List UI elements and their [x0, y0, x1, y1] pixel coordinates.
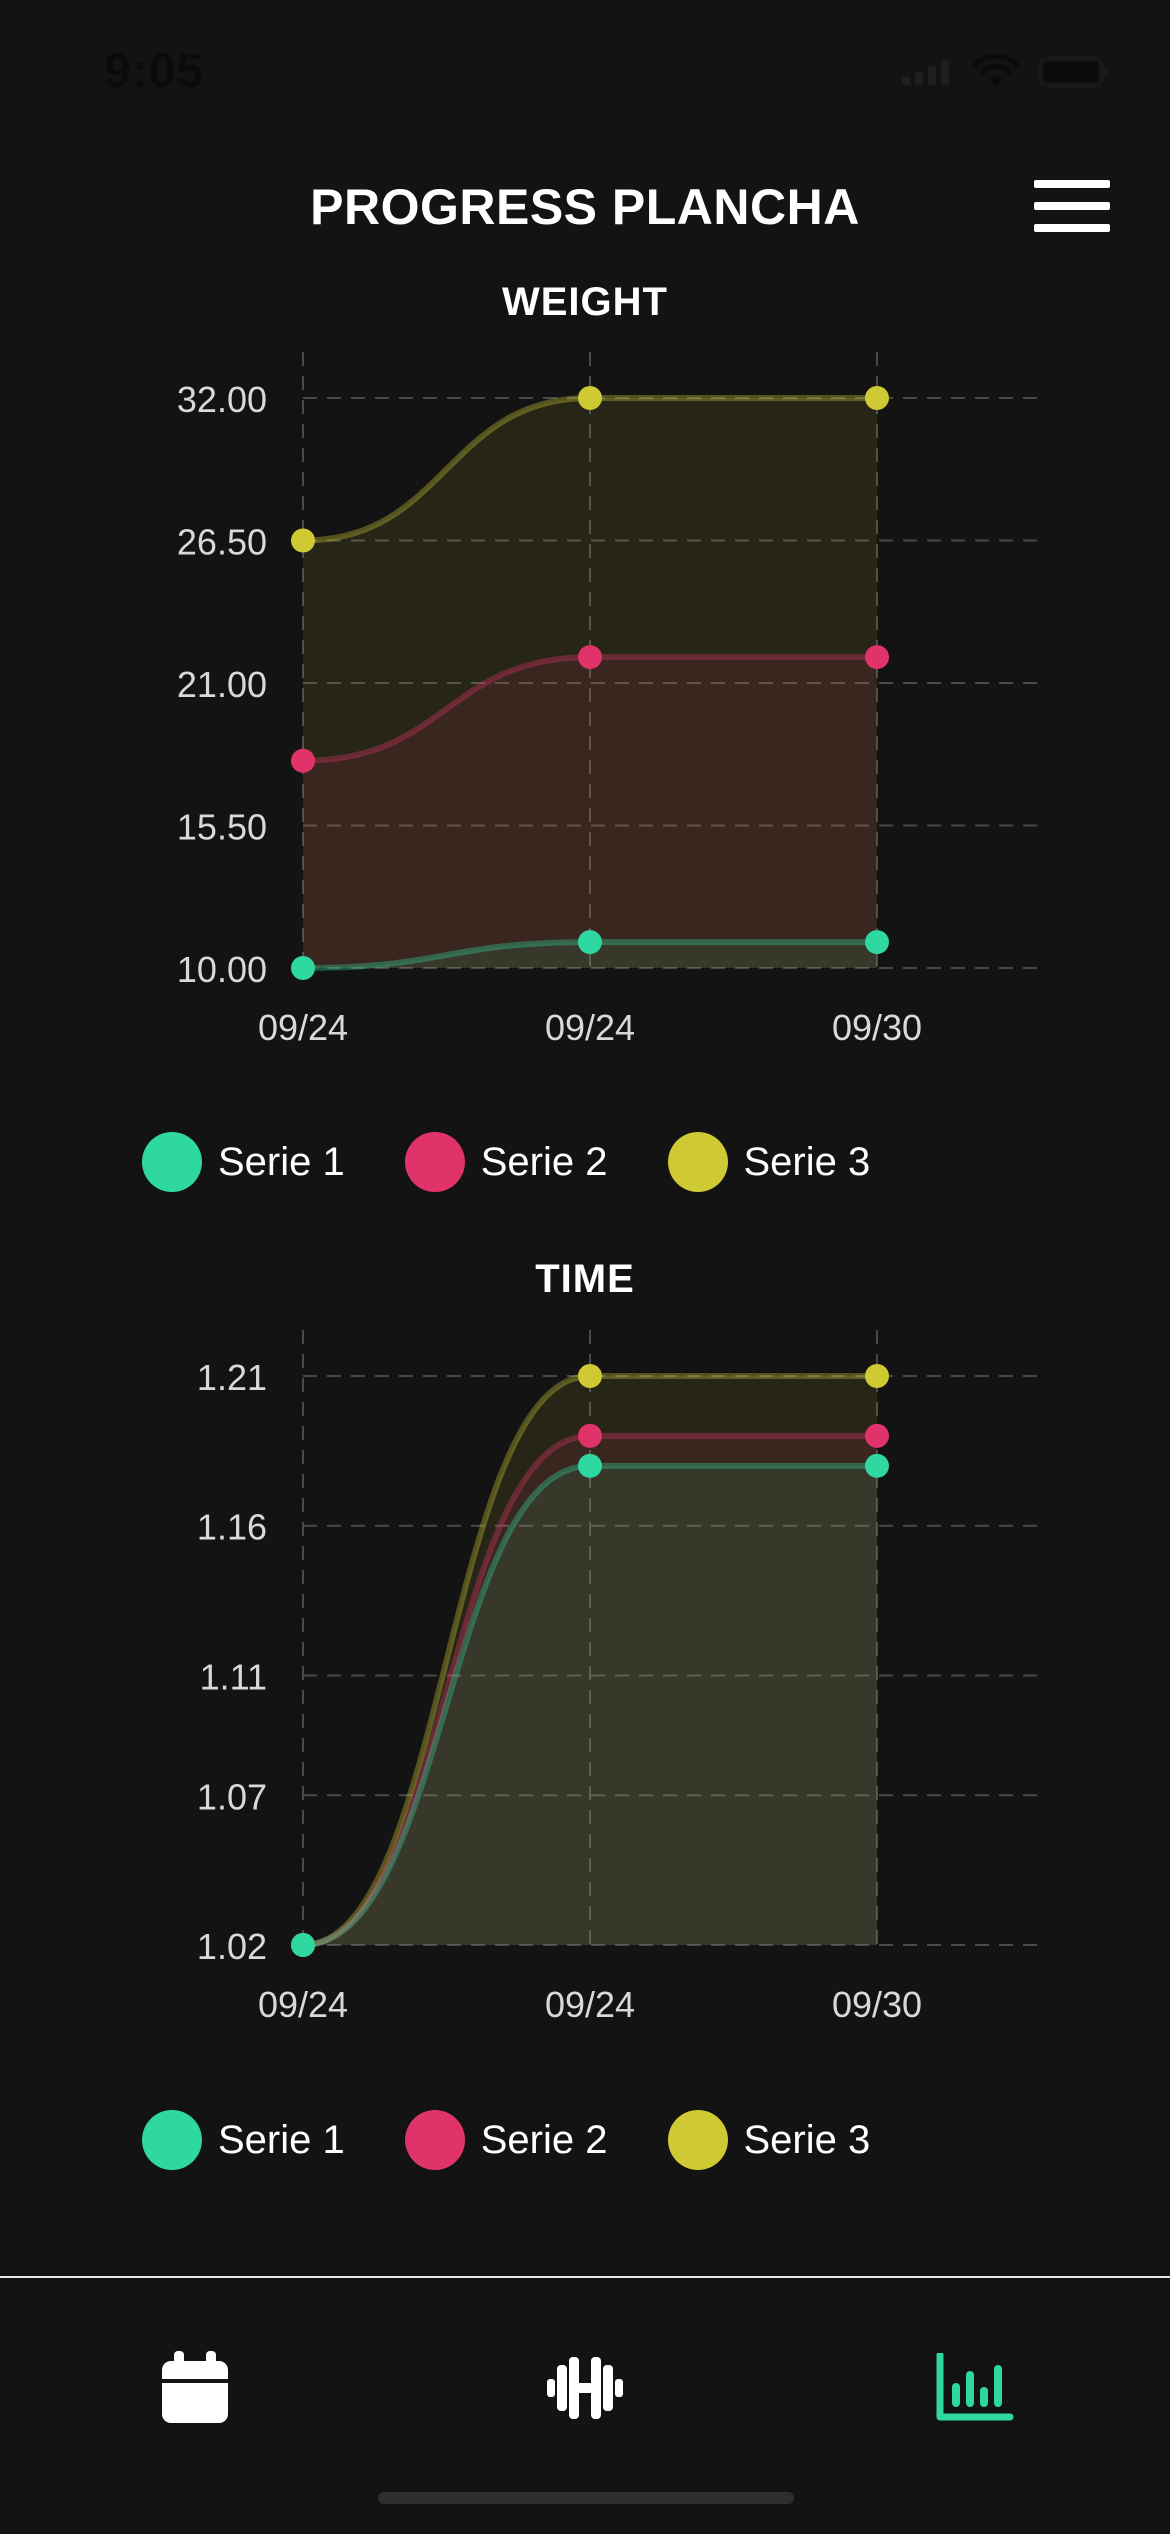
data-point-serie-3: [578, 1364, 602, 1388]
data-point-serie-2: [865, 645, 889, 670]
data-point-serie-2: [578, 645, 602, 670]
data-point-serie-3: [865, 1364, 889, 1388]
x-tick-label: 09/24: [258, 1984, 348, 2025]
y-tick-label: 1.07: [197, 1776, 267, 1817]
dumbbell-icon: [547, 2357, 623, 2419]
legend-item-serie-1[interactable]: Serie 1: [142, 1132, 345, 1192]
weight-chart-title: WEIGHT: [502, 280, 668, 324]
legend-item-serie-2[interactable]: Serie 2: [404, 1132, 608, 1192]
battery-icon: [1038, 56, 1108, 88]
y-tick-label: 26.50: [177, 522, 267, 563]
y-tick-label: 1.02: [197, 1926, 267, 1967]
tab-progress[interactable]: [925, 2338, 1025, 2438]
legend-item-serie-3[interactable]: Serie 3: [667, 1132, 871, 1192]
data-point-serie-3: [865, 386, 889, 410]
data-point-serie-3: [291, 528, 315, 553]
y-tick-label: 32.00: [177, 379, 267, 420]
time-chart: 1.02 1.07 1.11 1.16 1.21 09/24 09/24 09/30: [197, 1330, 1040, 2025]
data-point-serie-1: [865, 1453, 889, 1478]
bar-chart-icon: [936, 2353, 1014, 2421]
y-tick-label: 21.00: [177, 664, 267, 705]
weight-chart: 10.00 15.50 21.00 26.50 32.00 09/24 09/24 09/30: [177, 352, 1040, 1048]
y-tick-label: 15.50: [177, 807, 267, 848]
series-area-1: [303, 942, 877, 968]
tab-workouts[interactable]: [535, 2338, 635, 2438]
serie-1-dot-icon: [142, 2110, 202, 2170]
y-tick-label: 1.21: [197, 1357, 267, 1398]
x-tick-label: 09/24: [258, 1007, 348, 1048]
series-line-1: [302, 1462, 877, 1948]
data-point-serie-1: [291, 956, 315, 980]
series-line-2: [302, 1432, 877, 1948]
calendar-icon: [162, 2351, 228, 2423]
serie-3-dot-icon: [667, 2110, 728, 2170]
weight-chart-legend: Serie 1 Serie 2 Serie 3: [142, 1130, 930, 1194]
x-tick-label: 09/24: [545, 1007, 635, 1048]
legend-label: Serie 1: [218, 1139, 345, 1184]
series-area-1: [303, 1465, 877, 1945]
legend-label: Serie 1: [218, 2117, 345, 2162]
legend-label: Serie 2: [480, 2117, 608, 2162]
data-point-serie-1: [291, 1933, 315, 1957]
data-point-serie-3: [578, 386, 602, 410]
serie-2-dot-icon: [404, 1132, 465, 1192]
signal-icon: [902, 60, 949, 85]
status-time: 9:05: [104, 45, 205, 98]
legend-label: Serie 3: [743, 2117, 871, 2162]
serie-3-dot-icon: [667, 1132, 728, 1192]
series-area-3: [303, 398, 877, 968]
home-indicator: [378, 2492, 794, 2504]
serie-1-dot-icon: [142, 1132, 202, 1192]
data-point-serie-1: [865, 930, 889, 955]
serie-2-dot-icon: [404, 2110, 465, 2170]
legend-item-serie-3[interactable]: Serie 3: [667, 2110, 871, 2170]
y-tick-label: 10.00: [177, 949, 267, 990]
wifi-icon: [972, 54, 1020, 87]
legend-label: Serie 2: [480, 1139, 608, 1184]
tab-bar: [0, 2276, 1170, 2534]
menu-button[interactable]: [1034, 180, 1112, 236]
legend-item-serie-1[interactable]: Serie 1: [142, 2110, 345, 2170]
series-area-2: [303, 657, 877, 968]
data-point-serie-2: [291, 748, 315, 773]
status-icons: [900, 52, 1110, 92]
series-area-2: [303, 1435, 877, 1945]
x-tick-label: 09/30: [832, 1007, 922, 1048]
tab-calendar[interactable]: [145, 2338, 245, 2438]
status-bar: 9:05: [0, 0, 1170, 140]
data-point-serie-1: [578, 930, 602, 955]
data-point-serie-2: [865, 1423, 889, 1448]
y-tick-label: 1.11: [200, 1656, 267, 1697]
data-point-serie-1: [578, 1453, 602, 1478]
legend-label: Serie 3: [743, 1139, 871, 1184]
x-tick-label: 09/30: [832, 1984, 922, 2025]
time-chart-legend: Serie 1 Serie 2 Serie 3: [142, 2108, 930, 2172]
time-chart-title: TIME: [535, 1257, 635, 1301]
page-title: PROGRESS PLANCHA: [310, 179, 860, 235]
x-tick-label: 09/24: [545, 1984, 635, 2025]
y-tick-label: 1.16: [197, 1507, 267, 1548]
data-point-serie-2: [578, 1423, 602, 1448]
series-line-3: [302, 1373, 877, 1948]
legend-item-serie-2[interactable]: Serie 2: [404, 2110, 608, 2170]
series-line-3: [302, 395, 877, 544]
series-area-3: [303, 1376, 877, 1945]
